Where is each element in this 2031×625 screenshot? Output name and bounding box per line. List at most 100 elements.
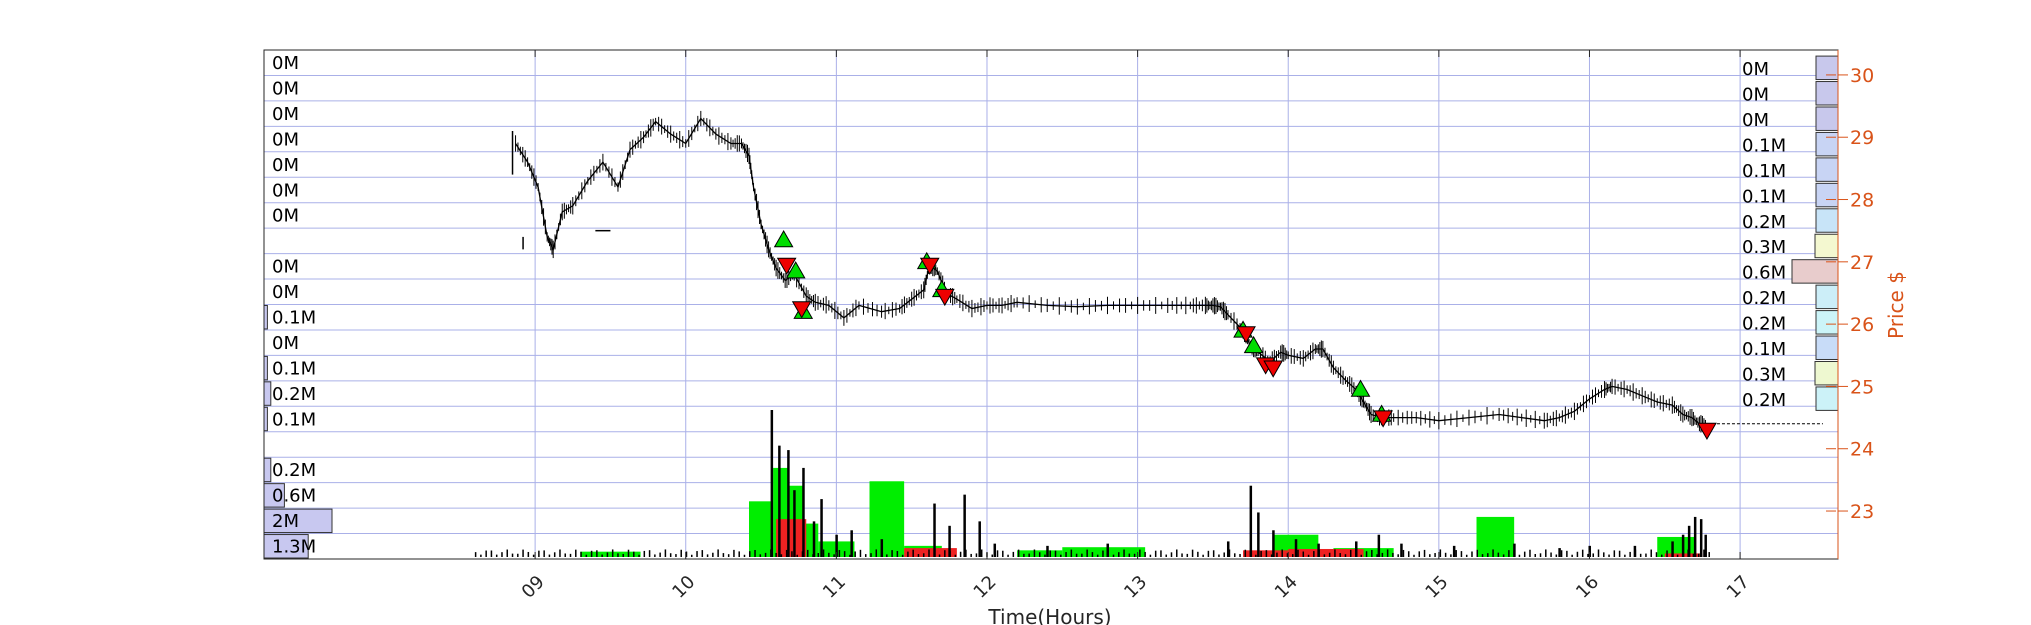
volume-tick bbox=[1228, 549, 1231, 557]
buy-marker bbox=[1243, 335, 1264, 354]
right-profile-bar bbox=[1815, 182, 1839, 208]
volume-tick bbox=[480, 554, 482, 557]
left-profile-label: 0.6M bbox=[272, 486, 316, 507]
volume-tick bbox=[1545, 549, 1547, 557]
volume-tick bbox=[633, 551, 635, 557]
volume-spike bbox=[1687, 525, 1691, 557]
volume-tick bbox=[1218, 554, 1220, 557]
volume-spike bbox=[835, 534, 838, 557]
grid-lines bbox=[264, 49, 1838, 560]
volume-tick bbox=[954, 554, 957, 557]
volume-tick bbox=[659, 552, 661, 557]
y-tick-label: 28 bbox=[1850, 190, 1874, 212]
volume-tick bbox=[1249, 551, 1252, 557]
volume-tick bbox=[1581, 549, 1584, 557]
volume-tick bbox=[1144, 551, 1146, 557]
volume-tick bbox=[1023, 553, 1025, 557]
volume-tick bbox=[1444, 552, 1447, 557]
right-profile-bar bbox=[1815, 310, 1839, 335]
volume-tick bbox=[1413, 554, 1415, 557]
x-axis-label: Time(Hours) bbox=[987, 605, 1111, 625]
volume-tick bbox=[938, 554, 941, 557]
volume-tick bbox=[1371, 549, 1373, 557]
volume-tick bbox=[1133, 553, 1136, 557]
volume-tick bbox=[770, 549, 772, 557]
volume-tick bbox=[1529, 549, 1531, 557]
volume-spike bbox=[948, 525, 951, 557]
right-profile-bar bbox=[1815, 386, 1839, 411]
volume-bar-buy bbox=[1476, 516, 1515, 557]
volume-tick bbox=[1291, 554, 1294, 557]
volume-tick bbox=[875, 549, 878, 557]
volume-tick bbox=[685, 551, 688, 557]
volume-tick bbox=[1434, 553, 1436, 557]
left-profile-label: 0M bbox=[272, 206, 299, 227]
volume-spike bbox=[1377, 534, 1381, 557]
volume-tick bbox=[1455, 550, 1457, 557]
volume-tick bbox=[1513, 550, 1515, 557]
volume-tick bbox=[1655, 552, 1658, 557]
volume-tick bbox=[691, 554, 693, 557]
right-profile-label: 0.1M bbox=[1742, 186, 1786, 207]
volume-tick bbox=[501, 552, 503, 557]
volume-tick bbox=[527, 551, 530, 557]
volume-tick bbox=[1692, 553, 1695, 557]
volume-tick bbox=[1555, 554, 1558, 557]
volume-tick bbox=[928, 549, 930, 557]
volume-tick bbox=[796, 554, 798, 557]
volume-tick bbox=[1666, 550, 1668, 557]
volume-tick bbox=[1618, 550, 1621, 557]
volume-tick bbox=[580, 551, 582, 557]
volume-spike bbox=[880, 539, 884, 557]
volume-tick bbox=[1149, 554, 1152, 557]
sell-marker bbox=[919, 257, 940, 275]
volume-tick bbox=[1608, 554, 1610, 557]
volume-tick bbox=[1450, 554, 1452, 557]
right-profile-bar bbox=[1814, 360, 1839, 386]
volume-tick bbox=[901, 554, 904, 557]
volume-tick bbox=[838, 550, 841, 557]
y-tick-label: 26 bbox=[1850, 314, 1874, 336]
left-profile-label: 0M bbox=[272, 129, 299, 150]
volume-spike bbox=[1226, 541, 1230, 557]
volume-tick bbox=[696, 551, 698, 557]
volume-spike bbox=[1249, 485, 1253, 557]
y-axis-label: Price $ bbox=[1884, 271, 1908, 339]
volume-tick bbox=[1165, 554, 1167, 557]
right-profile-label: 0.2M bbox=[1742, 288, 1786, 309]
volume-tick bbox=[1397, 554, 1399, 557]
volume-tick bbox=[812, 554, 814, 557]
volume-tick bbox=[801, 551, 804, 557]
volume-tick bbox=[722, 553, 725, 557]
volume-tick bbox=[611, 549, 614, 557]
volume-tick bbox=[1270, 554, 1273, 557]
trade-markers bbox=[773, 230, 1717, 441]
volume-tick bbox=[654, 554, 656, 557]
left-profile-label: 0M bbox=[272, 333, 299, 354]
volume-spike bbox=[978, 521, 981, 557]
volume-tick bbox=[1244, 549, 1247, 557]
volume-tick bbox=[1492, 549, 1494, 557]
volume-tick bbox=[949, 550, 951, 557]
volume-tick bbox=[917, 554, 920, 557]
volume-spike bbox=[1704, 534, 1707, 557]
volume-tick bbox=[717, 549, 719, 557]
volume-tick bbox=[1465, 554, 1468, 557]
volume-bar-sell bbox=[1288, 548, 1364, 557]
volume-tick bbox=[1128, 553, 1131, 557]
volume-tick bbox=[806, 549, 809, 557]
volume-tick bbox=[1297, 549, 1299, 557]
left-profile-bar bbox=[263, 381, 272, 406]
volume-tick bbox=[1038, 552, 1041, 557]
volume-tick bbox=[759, 554, 762, 557]
sell-marker bbox=[1697, 422, 1717, 441]
right-profile-label: 0.3M bbox=[1742, 364, 1786, 385]
right-volume-profile: 0M 0M 0M 0.1M 0.1M 0.1M 0.2M 0.3M 0.6M 0.2M 0.2M 0.… bbox=[1742, 55, 1839, 411]
volume-spike bbox=[1681, 534, 1685, 557]
volume-tick bbox=[601, 554, 603, 557]
volume-spike bbox=[802, 467, 805, 557]
volume-tick bbox=[1566, 550, 1568, 557]
volume-tick bbox=[1307, 554, 1310, 557]
volume-tick bbox=[1344, 554, 1347, 557]
